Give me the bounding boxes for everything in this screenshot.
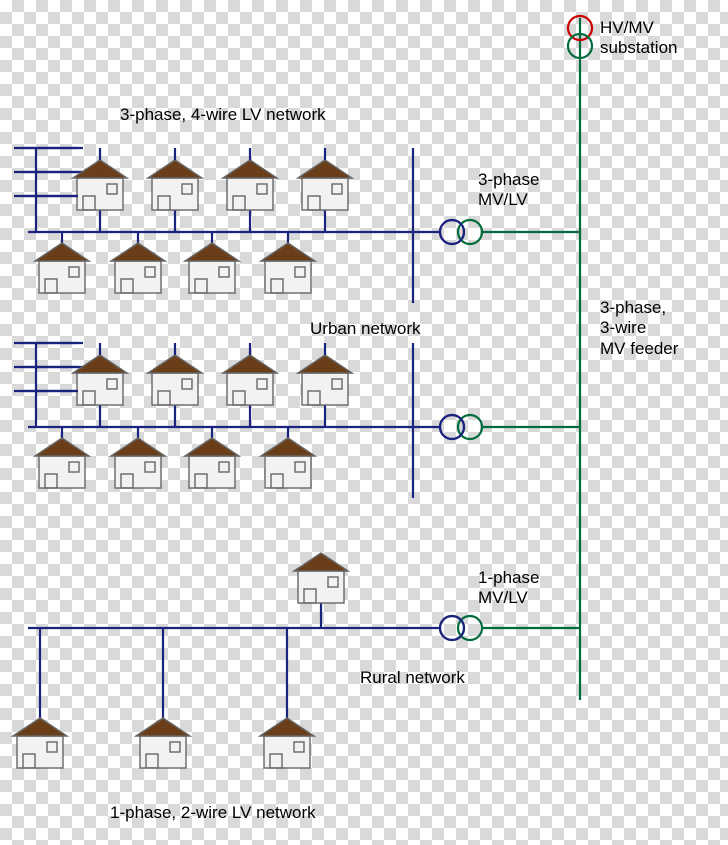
- diagram-svg: [0, 0, 728, 845]
- label-substation: HV/MV substation: [600, 18, 678, 59]
- transformer-icon: [440, 415, 464, 439]
- label-xfmr-urban-top: 3-phase MV/LV: [478, 170, 539, 211]
- label-rural-network: Rural network: [360, 668, 465, 688]
- transformer-icon: [440, 616, 464, 640]
- label-top-network: 3-phase, 4-wire LV network: [120, 105, 326, 125]
- label-xfmr-rural: 1-phase MV/LV: [478, 568, 539, 609]
- label-bottom-network: 1-phase, 2-wire LV network: [110, 803, 316, 823]
- transformer-icon: [440, 220, 464, 244]
- label-mv-feeder: 3-phase, 3-wire MV feeder: [600, 298, 678, 359]
- label-urban-network: Urban network: [310, 319, 421, 339]
